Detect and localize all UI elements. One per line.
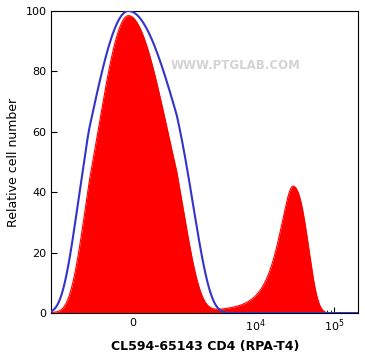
X-axis label: CL594-65143 CD4 (RPA-T4): CL594-65143 CD4 (RPA-T4) [111, 340, 299, 353]
Y-axis label: Relative cell number: Relative cell number [7, 98, 20, 226]
Text: WWW.PTGLAB.COM: WWW.PTGLAB.COM [170, 59, 300, 72]
